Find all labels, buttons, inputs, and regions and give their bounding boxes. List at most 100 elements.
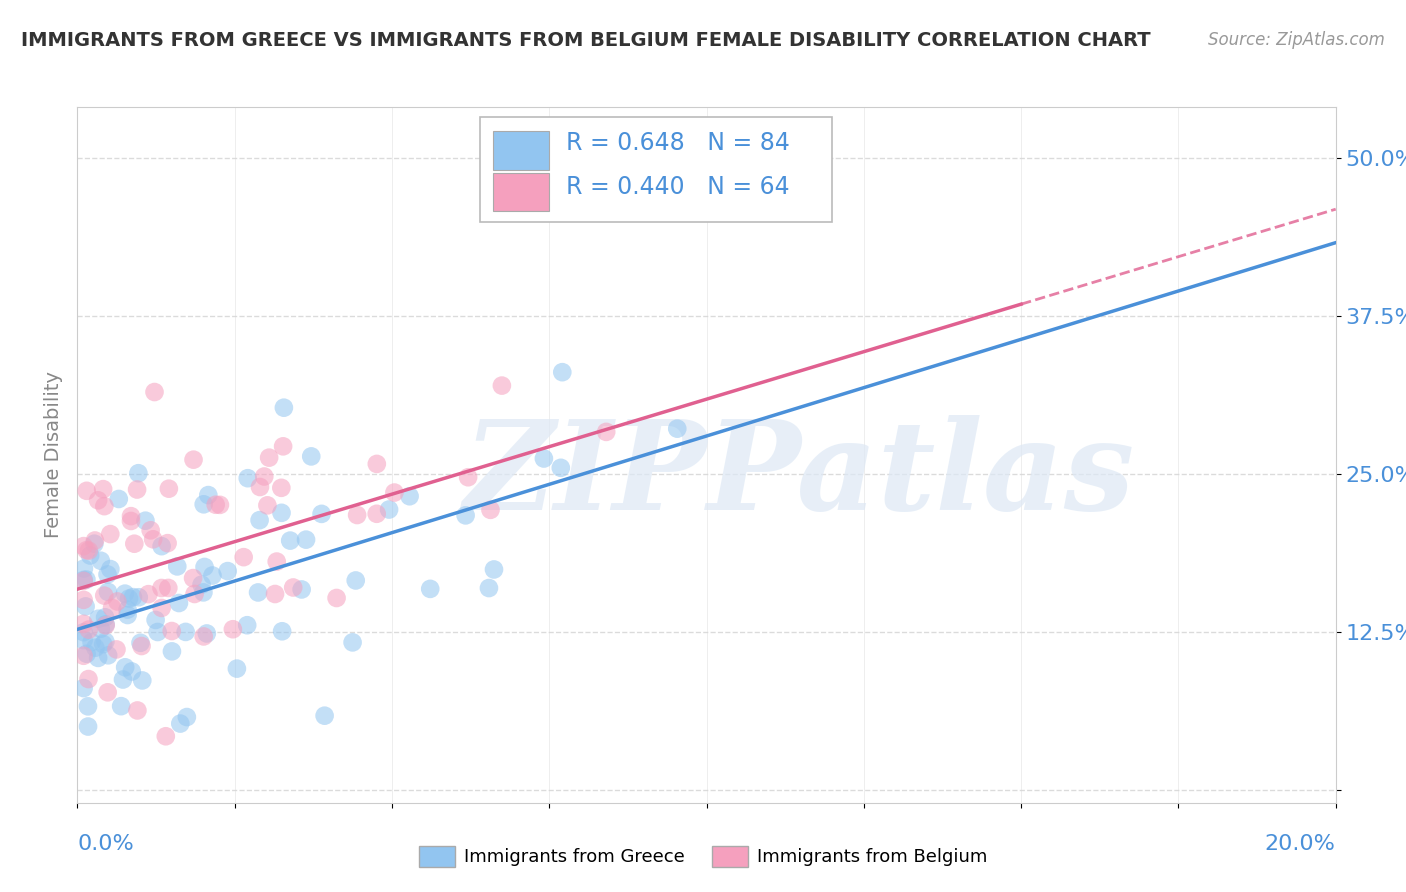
Point <box>551 365 574 379</box>
Point <box>482 562 505 576</box>
Point <box>264 587 287 601</box>
Point <box>146 625 169 640</box>
Point <box>344 574 367 588</box>
Point <box>93 589 115 603</box>
Point <box>378 502 401 516</box>
Text: Source: ZipAtlas.com: Source: ZipAtlas.com <box>1208 31 1385 49</box>
Point <box>72 592 94 607</box>
Point <box>98 562 121 576</box>
Point <box>83 537 105 551</box>
Point <box>96 567 118 582</box>
Point <box>94 634 117 648</box>
Point <box>87 493 110 508</box>
Point <box>271 439 294 453</box>
Point <box>249 480 271 494</box>
Point <box>131 673 153 688</box>
Point <box>160 624 183 638</box>
Point <box>666 422 689 436</box>
Point <box>253 469 276 483</box>
Point <box>84 640 107 655</box>
Point <box>273 401 295 415</box>
Point <box>232 550 254 565</box>
Text: IMMIGRANTS FROM GREECE VS IMMIGRANTS FROM BELGIUM FEMALE DISABILITY CORRELATION : IMMIGRANTS FROM GREECE VS IMMIGRANTS FRO… <box>21 31 1150 50</box>
Point <box>174 624 197 639</box>
Point <box>225 662 247 676</box>
Point <box>97 685 120 699</box>
Point <box>384 485 406 500</box>
Point <box>72 574 94 588</box>
Point <box>145 613 167 627</box>
Point <box>595 425 617 439</box>
Point <box>105 642 128 657</box>
Point <box>138 587 160 601</box>
Point <box>283 581 305 595</box>
Point <box>183 452 205 467</box>
Point <box>454 508 477 523</box>
Point <box>76 483 98 498</box>
Point <box>157 581 180 595</box>
Point <box>150 581 173 595</box>
Point <box>166 559 188 574</box>
Point <box>128 591 150 605</box>
Point <box>299 450 322 464</box>
Point <box>131 639 153 653</box>
Point <box>156 536 179 550</box>
Point <box>419 582 441 596</box>
Point <box>533 451 555 466</box>
Point <box>122 590 145 604</box>
Point <box>114 660 136 674</box>
Point <box>271 624 294 639</box>
Point <box>80 635 103 649</box>
Point <box>75 573 97 587</box>
Text: 20.0%: 20.0% <box>1265 834 1336 855</box>
Point <box>169 716 191 731</box>
Point <box>107 491 129 506</box>
Point <box>90 554 112 568</box>
Point <box>93 499 115 513</box>
Point <box>217 564 239 578</box>
Point <box>150 539 173 553</box>
Point <box>77 699 100 714</box>
Point <box>176 710 198 724</box>
Point <box>134 514 156 528</box>
Point <box>73 573 96 587</box>
Point <box>76 647 98 661</box>
Point <box>120 509 142 524</box>
Point <box>94 618 117 632</box>
Point <box>114 587 136 601</box>
Point <box>193 497 215 511</box>
Point <box>79 549 101 563</box>
Point <box>311 507 333 521</box>
Point <box>72 616 94 631</box>
Point <box>236 471 259 485</box>
Point <box>266 555 288 569</box>
Point <box>222 622 245 636</box>
Point <box>110 699 132 714</box>
Point <box>143 384 166 399</box>
Point <box>457 470 479 484</box>
Point <box>249 513 271 527</box>
Point <box>94 610 117 624</box>
Point <box>366 507 388 521</box>
Point <box>87 612 110 626</box>
Point <box>195 626 218 640</box>
Point <box>121 665 143 679</box>
Point <box>77 672 100 686</box>
Point <box>201 568 224 582</box>
Point <box>150 601 173 615</box>
Point <box>278 533 301 548</box>
Y-axis label: Female Disability: Female Disability <box>45 371 63 539</box>
Point <box>291 582 314 597</box>
Point <box>157 482 180 496</box>
Point <box>77 543 100 558</box>
Text: R = 0.648   N = 84: R = 0.648 N = 84 <box>565 131 789 155</box>
Point <box>124 537 146 551</box>
Point <box>73 561 96 575</box>
Text: Patlas: Patlas <box>707 415 1135 537</box>
Point <box>183 587 205 601</box>
Point <box>97 585 120 599</box>
Point <box>139 524 162 538</box>
Point <box>72 625 94 640</box>
FancyBboxPatch shape <box>479 118 832 222</box>
Point <box>247 585 270 599</box>
